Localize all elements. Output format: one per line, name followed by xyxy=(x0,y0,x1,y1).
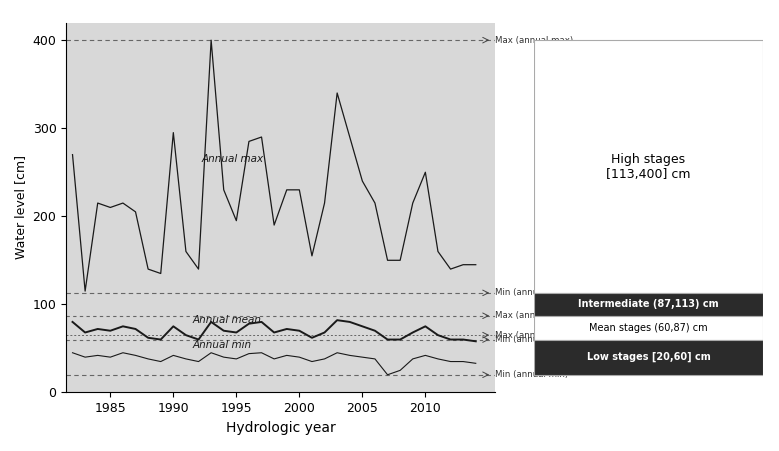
Text: Annual min: Annual min xyxy=(192,341,252,350)
Text: Annual max: Annual max xyxy=(201,154,263,164)
Text: Max (annual min): Max (annual min) xyxy=(495,331,570,340)
Bar xyxy=(534,340,763,375)
Text: Intermediate (87,113) cm: Intermediate (87,113) cm xyxy=(578,299,719,309)
Text: Min (annual min): Min (annual min) xyxy=(495,370,568,379)
Bar xyxy=(534,293,763,316)
Bar xyxy=(534,40,763,293)
Text: Max (annual mean): Max (annual mean) xyxy=(495,311,579,320)
Y-axis label: Water level [cm]: Water level [cm] xyxy=(14,156,27,259)
Text: Low stages [20,60] cm: Low stages [20,60] cm xyxy=(587,352,710,362)
Text: Max (annual max): Max (annual max) xyxy=(495,36,573,45)
Text: Annual mean: Annual mean xyxy=(192,315,261,325)
X-axis label: Hydrologic year: Hydrologic year xyxy=(226,421,335,435)
Text: Min (annual mean): Min (annual mean) xyxy=(495,335,576,344)
Bar xyxy=(534,316,763,340)
Text: Min (annual max): Min (annual max) xyxy=(495,288,570,297)
Text: High stages
[113,400] cm: High stages [113,400] cm xyxy=(606,152,691,180)
Text: Mean stages (60,87) cm: Mean stages (60,87) cm xyxy=(589,322,708,333)
